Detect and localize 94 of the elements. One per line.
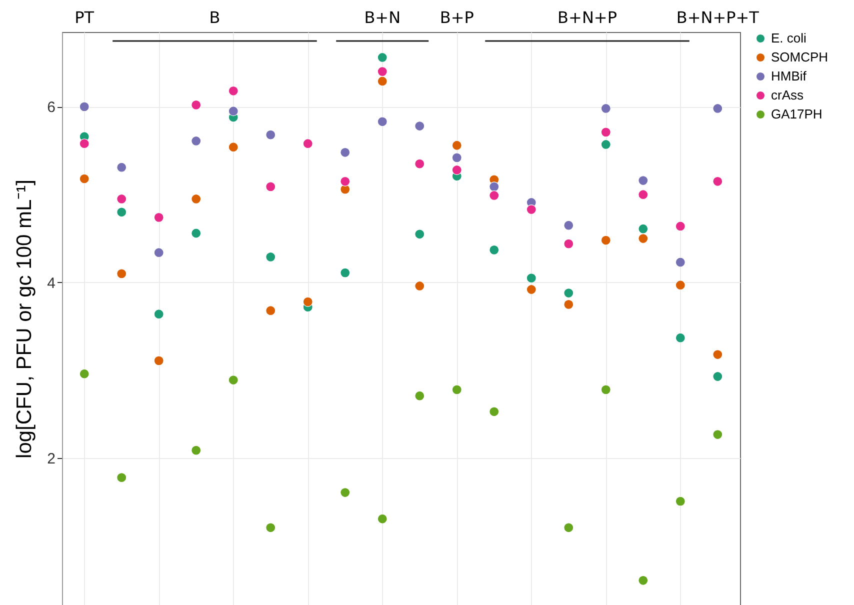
point (266, 130, 276, 140)
y-axis-title: log[CFU, PFU or gc 100 mL⁻¹] (13, 180, 36, 458)
point (452, 140, 462, 150)
point (414, 280, 425, 292)
point (116, 162, 127, 172)
point (564, 288, 574, 298)
point (79, 102, 90, 112)
point (526, 284, 536, 295)
point (489, 190, 500, 200)
point (191, 228, 202, 238)
point (675, 221, 686, 232)
point (266, 306, 276, 316)
legend-label: E. coli (771, 30, 807, 46)
point (377, 514, 388, 524)
point (638, 233, 648, 244)
point (340, 176, 350, 186)
text: B+N+P (558, 8, 618, 27)
legend-label: GA17PH (771, 106, 822, 122)
point (712, 350, 723, 360)
point (79, 174, 90, 184)
point (266, 182, 276, 192)
point (675, 280, 686, 290)
point (712, 103, 723, 114)
point (452, 164, 462, 176)
y-tick-label: 2 (47, 450, 56, 468)
point (564, 220, 574, 230)
point (564, 299, 574, 310)
point (489, 406, 500, 417)
point (564, 238, 574, 249)
point (600, 384, 611, 395)
point (712, 371, 723, 382)
point (228, 86, 238, 96)
point (489, 182, 500, 192)
point (228, 374, 238, 386)
point (712, 429, 723, 440)
point (414, 121, 425, 132)
text: B+P (440, 8, 474, 27)
point (266, 522, 276, 533)
point (414, 229, 425, 240)
point (600, 139, 611, 150)
point (712, 176, 723, 186)
point (675, 257, 686, 268)
point (377, 52, 388, 63)
point (340, 487, 350, 498)
text: PT (74, 8, 94, 27)
point (526, 204, 536, 215)
point (377, 116, 388, 127)
point (340, 268, 350, 278)
point (675, 496, 686, 506)
point (79, 138, 90, 149)
legend-label: HMBif (771, 68, 807, 84)
point (191, 194, 202, 204)
point (302, 138, 313, 149)
point (154, 212, 164, 222)
point (526, 273, 536, 284)
point (638, 175, 648, 186)
text: B+N (364, 8, 401, 27)
point (638, 190, 648, 200)
point (638, 575, 648, 586)
point (191, 100, 202, 110)
point (302, 296, 313, 307)
point (228, 106, 238, 116)
point (414, 158, 425, 169)
point (600, 127, 611, 138)
point (564, 522, 574, 533)
point (154, 309, 164, 320)
text: B+N+P+T (676, 8, 760, 27)
point (266, 252, 276, 262)
point (600, 103, 611, 114)
legend-label: crAss (771, 88, 804, 102)
point (154, 356, 164, 366)
point (79, 368, 90, 379)
point (116, 268, 127, 279)
point (489, 244, 500, 255)
point (377, 66, 388, 77)
y-tick-label: 4 (47, 274, 56, 292)
point (340, 147, 350, 158)
point (116, 207, 127, 218)
point (600, 235, 611, 246)
text: B (209, 8, 220, 27)
point (228, 142, 238, 152)
point (675, 332, 686, 343)
point (116, 194, 127, 204)
point (154, 248, 164, 258)
point (377, 76, 388, 86)
point (638, 224, 648, 234)
point (414, 390, 425, 401)
point (116, 472, 127, 483)
y-tick-label: 6 (47, 99, 56, 116)
point (191, 445, 202, 456)
point (191, 136, 202, 146)
point (452, 384, 462, 395)
legend-label: SOMCPH (771, 50, 828, 64)
point (452, 152, 462, 163)
